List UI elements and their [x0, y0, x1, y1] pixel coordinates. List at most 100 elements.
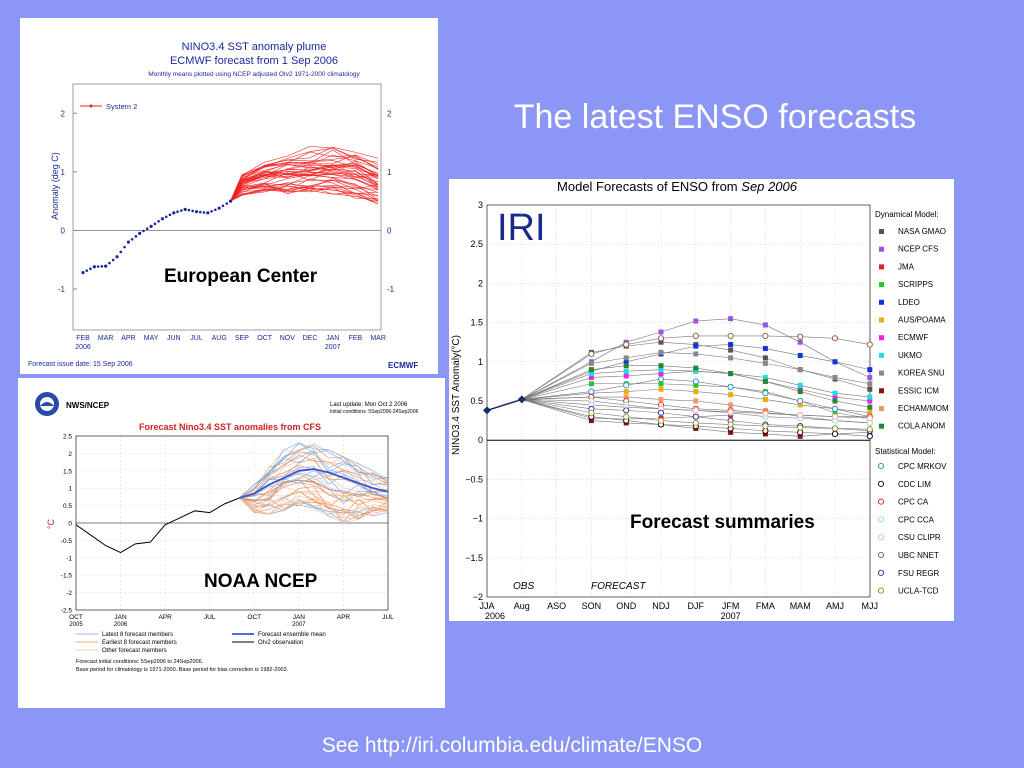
- ecmwf-observed-dot: [176, 210, 179, 213]
- ecmwf-ensemble-member: [230, 174, 379, 202]
- iri-dynamical-series-line: [521, 365, 870, 408]
- iri-statistical-series-line: [521, 399, 870, 430]
- ecmwf-ensemble-member: [230, 179, 379, 202]
- iri-dynamical-series-marker: [797, 433, 803, 439]
- ecmwf-observed-dot: [225, 202, 228, 205]
- iri-legend-label-dynamical: AUS/POAMA: [898, 316, 946, 325]
- iri-statistical-series-marker: [657, 417, 665, 424]
- ecmwf-observed-dot: [191, 209, 194, 213]
- iri-legend-marker-dynamical: [879, 388, 884, 394]
- iri-dynamical-series-marker: [728, 342, 734, 348]
- iri-dynamical-series-marker: [797, 382, 803, 388]
- iri-xtick-label: MJJ: [862, 601, 879, 611]
- iri-dynamical-series-marker: [693, 351, 699, 357]
- ecmwf-observed-point: [228, 199, 233, 203]
- iri-statistical-series-marker: [831, 413, 839, 420]
- ecmwf-ensemble-member: [230, 151, 379, 202]
- iri-ytick-label: 1: [478, 357, 483, 367]
- iri-legend-marker-dynamical: [879, 282, 884, 288]
- ncep-forecast-member: [239, 476, 389, 504]
- ncep-legend-label: Earliest 8 forecast members: [102, 640, 177, 646]
- iri-statistical-series-line: [521, 378, 870, 417]
- iri-dynamical-series-marker: [832, 390, 838, 396]
- iri-legend-marker-dynamical: [879, 335, 884, 341]
- ecmwf-xtick-label: FEB: [76, 335, 90, 342]
- iri-ytick-label: −1.5: [465, 553, 483, 563]
- iri-statistical-series-marker: [797, 333, 804, 340]
- ecmwf-observed-point: [81, 271, 85, 275]
- iri-statistical-series-marker: [797, 397, 804, 405]
- iri-dynamical-series-marker: [623, 373, 629, 379]
- ncep-xtick-label: JAN: [114, 614, 127, 621]
- ncep-ytick-label: 0.5: [63, 503, 72, 510]
- ecmwf-observed-dot: [221, 204, 225, 208]
- ncep-xtick-year: 2007: [292, 622, 306, 628]
- ecmwf-legend-label: System 2: [106, 102, 137, 111]
- ncep-ytick-label: -2.5: [61, 608, 73, 615]
- iri-legend-marker-dynamical: [879, 370, 884, 376]
- iri-xtick-label: DJF: [688, 601, 705, 611]
- iri-statistical-series-line: [521, 399, 870, 437]
- iri-legend-label-dynamical: ECMWF: [898, 333, 928, 342]
- ncep-initial: Initial conditions: 5Sep2006-24Sep2006: [330, 409, 419, 415]
- slide-title: The latest ENSO forecasts: [513, 98, 917, 136]
- ecmwf-observed-point: [104, 264, 108, 268]
- ncep-note: Base period for climatology is 1971-2000…: [76, 667, 289, 673]
- iri-statistical-series-line: [521, 399, 870, 419]
- iri-statistical-series-marker: [657, 375, 665, 383]
- ecmwf-legend-marker: [89, 104, 93, 108]
- ecmwf-observed-dot: [164, 215, 168, 219]
- iri-dynamical-series-line: [521, 318, 870, 400]
- iri-legend-label-dynamical: COLA ANOM: [898, 422, 945, 431]
- iri-legend-marker-statistical: [877, 551, 885, 559]
- ncep-forecast-member: [239, 473, 389, 503]
- iri-dynamical-series-marker: [693, 368, 699, 374]
- iri-dynamical-series-marker: [693, 389, 699, 395]
- ncep-cfs-chart: NWS/NCEP Last update: Mon Oct 2 2006 Ini…: [18, 378, 445, 708]
- ecmwf-ensemble-member: [230, 168, 379, 202]
- ncep-ytick-label: 1.5: [63, 468, 72, 475]
- ecmwf-observed-point: [206, 211, 210, 215]
- ecmwf-observed-point: [194, 210, 199, 214]
- ncep-forecast-member: [239, 486, 389, 504]
- iri-statistical-series-marker: [727, 332, 734, 339]
- iri-year-label: 2006: [485, 611, 505, 621]
- iri-statistical-series-marker: [831, 430, 839, 437]
- iri-dynamical-series-marker: [693, 343, 699, 349]
- iri-dynamical-series-marker: [588, 360, 594, 366]
- iri-statistical-series-marker: [727, 408, 734, 416]
- ecmwf-ytick-left: -1: [58, 285, 66, 294]
- iri-dynamical-series-marker: [658, 396, 664, 402]
- iri-dynamical-series-marker: [588, 371, 594, 377]
- iri-legend-label-dynamical: SCRIPPS: [898, 280, 933, 289]
- ecmwf-observed-dot: [96, 265, 100, 268]
- ecmwf-observed-point: [160, 217, 165, 221]
- iri-dynamical-series-marker: [658, 349, 664, 355]
- ecmwf-ensemble-member: [230, 183, 379, 202]
- iri-ytick-label: 1.5: [470, 318, 483, 328]
- slide-footer-link[interactable]: See http://iri.columbia.edu/climate/ENSO: [321, 734, 703, 757]
- iri-dynamical-series-marker: [867, 386, 873, 392]
- ncep-forecast-member: [239, 486, 389, 516]
- ecmwf-xtick-label: JUL: [190, 335, 203, 342]
- iri-dynamical-series-marker: [832, 398, 838, 404]
- ecmwf-note: Monthly means plotted using NCEP adjuste…: [148, 71, 360, 78]
- iri-dynamical-series-marker: [658, 363, 664, 369]
- ecmwf-plume-chart: NINO3.4 SST anomaly plume ECMWF forecast…: [20, 18, 438, 374]
- iri-xtick-label: Aug: [514, 601, 530, 611]
- ecmwf-xtick-label: APR: [121, 335, 135, 342]
- ncep-xtick-year: 2006: [114, 622, 128, 628]
- iri-dynamical-series-marker: [762, 322, 768, 328]
- iri-legend-label-dynamical: NCEP CFS: [898, 245, 938, 254]
- ecmwf-observed-point: [138, 231, 142, 235]
- iri-dynamical-series-marker: [832, 394, 838, 400]
- ncep-forecast-member: [239, 454, 389, 499]
- ecmwf-observed-dot: [145, 227, 149, 231]
- ncep-forecast-member: [239, 480, 389, 501]
- iri-dynamical-series-marker: [658, 367, 664, 373]
- ecmwf-ytick-right: -1: [387, 285, 395, 294]
- iri-legend-label-statistical: CPC CA: [898, 498, 929, 507]
- ecmwf-ensemble-member: [230, 166, 379, 202]
- iri-statistical-series-marker: [797, 412, 804, 419]
- iri-xtick-label: JJA: [479, 601, 494, 611]
